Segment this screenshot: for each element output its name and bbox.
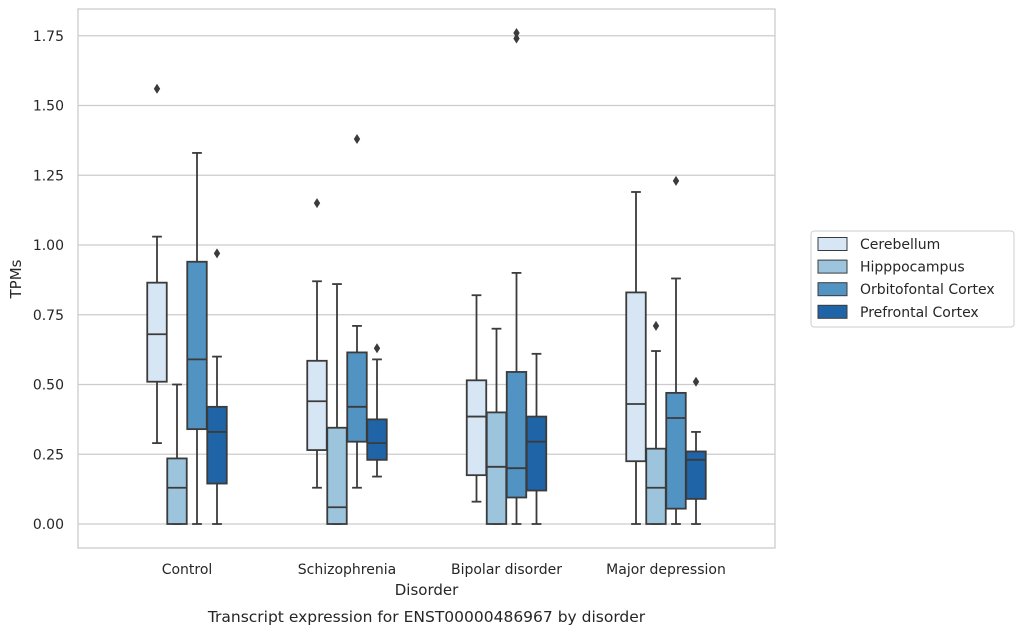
plot-frame	[77, 8, 776, 549]
outlier-point	[153, 83, 161, 94]
box-hipppocampus	[485, 327, 508, 525]
box-iqr	[685, 450, 707, 500]
box-iqr	[645, 447, 667, 525]
legend-frame	[810, 230, 1015, 328]
box-iqr	[206, 405, 228, 485]
x-tick-label: Major depression	[606, 562, 726, 578]
legend-label: Cerebellum	[860, 237, 940, 253]
box-cerebellum	[465, 294, 488, 503]
outlier-point	[373, 343, 381, 354]
box-hipppocampus	[326, 283, 348, 525]
legend-swatch	[817, 237, 848, 251]
y-tick-label: 0.00	[33, 517, 64, 533]
y-axis-label: TPMs	[7, 259, 25, 299]
legend-swatch	[817, 259, 848, 274]
y-axis-ticks: 0.00 0.25 0.50 0.75 1.00 1.25 1.50 1.75	[33, 29, 64, 533]
box-iqr	[166, 457, 188, 525]
box-iqr	[505, 371, 528, 499]
box-iqr	[146, 281, 168, 383]
box-iqr	[485, 411, 508, 525]
legend-swatch	[817, 282, 848, 297]
legend-swatch	[817, 304, 848, 319]
legend-label: Hipppocampus	[860, 260, 965, 276]
y-tick-label: 0.25	[33, 447, 64, 463]
x-tick-label: Bipolar disorder	[451, 562, 562, 578]
legend: Cerebellum Hipppocampus Orbitofontal Corte…	[810, 230, 1015, 328]
chart-caption: Transcript expression for ENST0000048696…	[207, 608, 646, 626]
y-tick-label: 0.75	[33, 308, 64, 324]
box-prefrontal-cortex	[525, 352, 548, 525]
x-tick-label: Schizophrenia	[298, 562, 396, 578]
box-orbitofontal-cortex	[665, 175, 687, 525]
y-tick-label: 1.25	[33, 168, 64, 184]
box-iqr	[465, 379, 488, 477]
y-tick-label: 1.75	[33, 29, 64, 45]
outlier-point	[313, 198, 321, 209]
x-tick-label: Control	[162, 562, 213, 578]
outlier-point	[513, 33, 520, 44]
y-tick-label: 0.50	[33, 378, 64, 394]
box-cerebellum	[625, 191, 647, 525]
box-hipppocampus	[645, 320, 667, 525]
outlier-point	[672, 175, 680, 186]
legend-label: Orbitofontal Cortex	[860, 282, 995, 298]
box-orbitofontal-cortex	[186, 152, 208, 525]
box-cerebellum	[146, 83, 168, 444]
box-iqr	[346, 351, 368, 443]
box-iqr	[525, 415, 548, 492]
box-iqr	[625, 291, 647, 463]
box-groups	[146, 27, 707, 525]
box-hipppocampus	[166, 383, 188, 525]
outlier-point	[692, 376, 700, 387]
legend-label: Prefrontal Cortex	[860, 305, 979, 321]
y-tick-label: 1.00	[33, 238, 64, 254]
box-cerebellum	[306, 198, 328, 489]
box-iqr	[326, 426, 348, 525]
box-orbitofontal-cortex	[505, 27, 528, 525]
box-orbitofontal-cortex	[346, 133, 368, 489]
x-axis-ticks: Control Schizophrenia Bipolar disorder Majo…	[162, 562, 726, 578]
box-iqr	[186, 260, 208, 431]
x-axis-label: Disorder	[395, 581, 459, 599]
box-iqr	[665, 391, 687, 510]
y-tick-label: 1.50	[33, 99, 64, 115]
box-prefrontal-cortex	[685, 376, 707, 525]
outlier-point	[652, 320, 660, 331]
outlier-point	[513, 27, 520, 38]
outlier-point	[213, 248, 221, 259]
box-prefrontal-cortex	[366, 343, 388, 478]
box-iqr	[366, 418, 388, 461]
box-iqr	[306, 359, 328, 451]
outlier-point	[353, 133, 361, 144]
box-prefrontal-cortex	[206, 248, 228, 525]
